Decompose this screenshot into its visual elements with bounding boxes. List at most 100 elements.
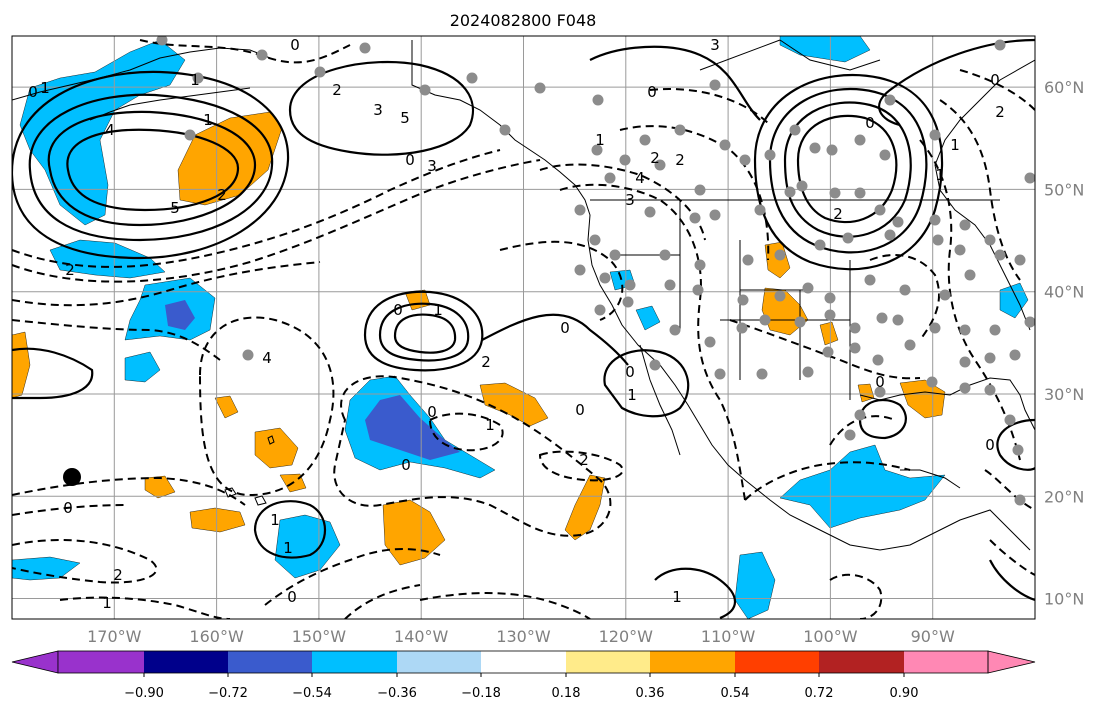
negative-contour — [344, 584, 421, 619]
contour-label: 5 — [400, 109, 410, 127]
station-dot — [694, 184, 706, 196]
positive-contour — [393, 313, 457, 354]
positive-contour — [12, 70, 290, 260]
contour-label: 1 — [40, 79, 50, 97]
lon-tick-label: 90°W — [911, 627, 955, 646]
negative-contour — [12, 504, 126, 516]
contour-label: 0 — [990, 71, 1000, 89]
station-dot — [854, 187, 866, 199]
station-dot — [1014, 254, 1026, 266]
positive-contour — [47, 110, 257, 227]
station-dot — [959, 219, 971, 231]
negative-contour — [744, 461, 911, 501]
contour-label: 1 — [627, 386, 637, 404]
station-dot — [822, 346, 834, 358]
station-dot — [824, 292, 836, 304]
contour-label: 0 — [287, 588, 297, 606]
station-dot — [314, 66, 326, 78]
station-dot — [926, 376, 938, 388]
positive-contour — [796, 114, 898, 224]
contour-label: 4 — [262, 349, 272, 367]
contour-label: 2 — [65, 261, 75, 279]
longitude-labels: 170°W 160°W 150°W 140°W 130°W 120°W 110°W 100°W… — [87, 627, 955, 646]
station-dot — [872, 354, 884, 366]
station-dot — [899, 284, 911, 296]
contour-label: 0 — [427, 403, 437, 421]
station-dot — [929, 129, 941, 141]
station-dot — [156, 36, 168, 46]
station-dot — [619, 154, 631, 166]
negative-contour — [919, 139, 1021, 461]
contour-label: 0 — [875, 373, 885, 391]
station-dot — [1009, 349, 1021, 361]
negative-anomaly-region — [274, 514, 341, 579]
station-dot — [829, 187, 841, 199]
colorbar-tick-label: 0.72 — [805, 686, 834, 701]
contour-label: 0 — [290, 36, 300, 54]
contour-label: 1 — [935, 166, 945, 184]
station-dots — [156, 36, 1035, 506]
colorbar-segment — [566, 651, 650, 673]
station-dot — [592, 94, 604, 106]
negative-anomaly-region — [779, 36, 871, 63]
positive-contour — [989, 559, 1035, 602]
colorbar-segment — [397, 651, 481, 673]
station-dot — [892, 216, 904, 228]
station-dot — [359, 42, 371, 54]
station-dot — [649, 359, 661, 371]
contour-label: 3 — [710, 36, 720, 54]
negative-contour — [829, 573, 883, 619]
station-dot — [796, 180, 808, 192]
negative-contour — [12, 539, 158, 584]
positive-contour — [654, 567, 737, 619]
latitude-labels: 10°N 20°N 30°N 40°N 50°N 60°N — [1044, 78, 1084, 608]
contour-label: 1 — [203, 111, 213, 129]
station-dot — [764, 149, 776, 161]
negative-anomaly-region — [779, 444, 946, 529]
station-dot — [929, 214, 941, 226]
colorbar-tick-label: 0.90 — [890, 686, 919, 701]
station-dot — [879, 149, 891, 161]
contour-label: 1 — [485, 416, 495, 434]
negative-contour — [559, 183, 746, 501]
contour-label: 4 — [105, 121, 115, 139]
station-dot — [824, 309, 836, 321]
station-dot — [814, 239, 826, 251]
station-dot — [784, 186, 796, 198]
lat-tick-label: 10°N — [1044, 590, 1084, 609]
station-dot — [984, 234, 996, 246]
positive-anomaly-region — [899, 379, 946, 419]
negative-contour — [264, 547, 441, 606]
contour-label: 3 — [625, 191, 635, 209]
contour-label: 1 — [102, 594, 112, 612]
colorbar-tick-label: −0.72 — [208, 686, 248, 701]
station-dot — [954, 244, 966, 256]
station-dot — [759, 314, 771, 326]
station-dot — [574, 264, 586, 276]
station-dot — [789, 124, 801, 136]
contour-label: 1 — [270, 511, 280, 529]
negative-contour — [989, 539, 1035, 576]
station-dot — [802, 366, 814, 378]
negative-contour — [939, 99, 1021, 281]
negative-contour — [428, 412, 504, 452]
colorbar-segment — [904, 651, 988, 673]
colorbar-tick-label: −0.18 — [461, 686, 501, 701]
lon-tick-label: 160°W — [189, 627, 244, 646]
station-dot — [794, 316, 806, 328]
station-dot — [849, 322, 861, 334]
positive-anomaly-region — [144, 475, 176, 499]
positive-anomaly-region — [177, 111, 283, 206]
colorbar-extend-right — [987, 650, 1036, 674]
lon-tick-label: 120°W — [599, 627, 654, 646]
station-dot — [874, 204, 886, 216]
station-dot — [589, 234, 601, 246]
station-dot — [639, 134, 651, 146]
station-dot — [904, 339, 916, 351]
station-dot — [994, 39, 1006, 51]
station-dot — [624, 279, 636, 291]
positive-contour — [253, 500, 326, 559]
station-dot — [739, 154, 751, 166]
negative-contour — [12, 149, 501, 268]
